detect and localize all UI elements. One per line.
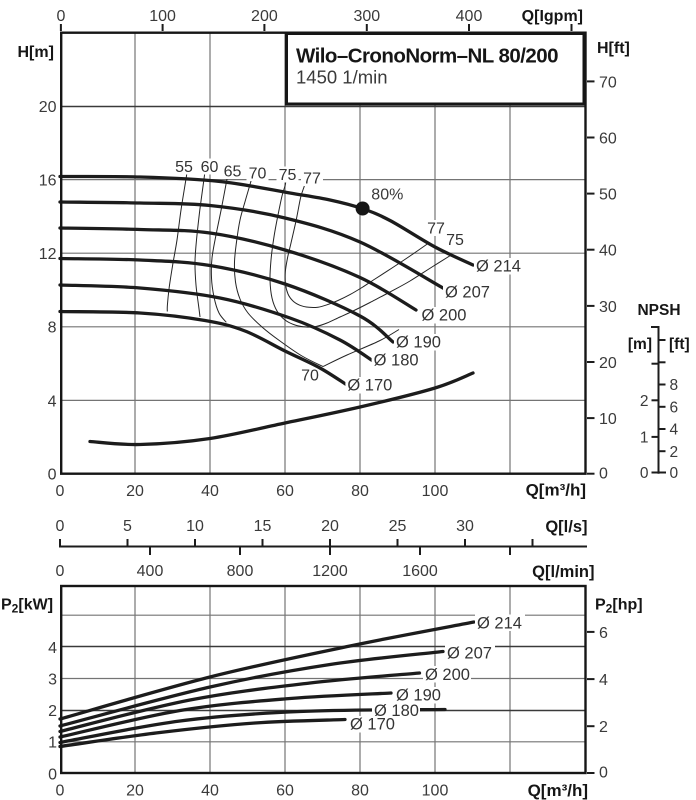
svg-text:60: 60 bbox=[201, 159, 219, 176]
svg-text:Ø 180: Ø 180 bbox=[374, 352, 419, 370]
svg-text:Ø 190: Ø 190 bbox=[396, 334, 441, 352]
svg-text:77: 77 bbox=[303, 171, 321, 188]
svg-text:0: 0 bbox=[56, 518, 65, 535]
svg-text:1450 1/min: 1450 1/min bbox=[296, 67, 388, 88]
svg-text:H[m]: H[m] bbox=[18, 44, 54, 61]
svg-text:Ø 200: Ø 200 bbox=[425, 666, 470, 684]
svg-text:1: 1 bbox=[48, 735, 57, 752]
svg-text:800: 800 bbox=[227, 563, 254, 580]
svg-text:65: 65 bbox=[224, 164, 242, 181]
svg-text:70: 70 bbox=[249, 166, 267, 183]
svg-text:80: 80 bbox=[351, 783, 369, 800]
svg-text:10: 10 bbox=[599, 411, 617, 428]
svg-text:60: 60 bbox=[599, 130, 617, 147]
svg-text:100: 100 bbox=[422, 783, 449, 800]
svg-text:77: 77 bbox=[427, 221, 445, 238]
svg-text:20: 20 bbox=[126, 483, 144, 500]
svg-text:2: 2 bbox=[670, 444, 679, 461]
svg-text:4: 4 bbox=[599, 672, 608, 689]
svg-text:40: 40 bbox=[201, 783, 219, 800]
svg-text:6: 6 bbox=[670, 400, 679, 417]
svg-text:0: 0 bbox=[599, 465, 608, 482]
svg-text:20: 20 bbox=[126, 783, 144, 800]
svg-text:6: 6 bbox=[599, 625, 608, 642]
svg-text:Ø 207: Ø 207 bbox=[445, 284, 490, 302]
svg-text:[ft]: [ft] bbox=[669, 336, 690, 353]
svg-text:8: 8 bbox=[670, 377, 679, 394]
svg-text:75: 75 bbox=[279, 167, 297, 184]
svg-text:Q[Igpm]: Q[Igpm] bbox=[522, 8, 583, 25]
svg-text:5: 5 bbox=[123, 518, 132, 535]
svg-text:50: 50 bbox=[599, 187, 617, 204]
svg-text:15: 15 bbox=[254, 518, 272, 535]
svg-text:1: 1 bbox=[640, 430, 649, 447]
svg-text:20: 20 bbox=[39, 99, 57, 116]
svg-text:400: 400 bbox=[456, 8, 483, 25]
svg-text:40: 40 bbox=[201, 483, 219, 500]
svg-text:2: 2 bbox=[640, 393, 649, 410]
svg-text:Q[l/min]: Q[l/min] bbox=[532, 563, 594, 581]
svg-text:2: 2 bbox=[599, 719, 608, 736]
svg-text:Ø 207: Ø 207 bbox=[447, 645, 492, 663]
svg-text:100: 100 bbox=[149, 8, 176, 25]
svg-text:Wilo–CronoNorm–NL 80/200: Wilo–CronoNorm–NL 80/200 bbox=[296, 45, 558, 68]
svg-text:80: 80 bbox=[351, 483, 369, 500]
svg-text:55: 55 bbox=[175, 159, 193, 176]
svg-text:4: 4 bbox=[48, 640, 57, 657]
svg-text:8: 8 bbox=[48, 320, 57, 337]
svg-text:Q[l/s]: Q[l/s] bbox=[545, 518, 587, 536]
svg-text:P2[hp]: P2[hp] bbox=[595, 597, 643, 616]
svg-text:60: 60 bbox=[276, 483, 294, 500]
svg-text:0: 0 bbox=[599, 765, 608, 782]
svg-text:12: 12 bbox=[39, 246, 57, 263]
svg-text:H[ft]: H[ft] bbox=[597, 40, 630, 57]
svg-text:0: 0 bbox=[56, 8, 65, 25]
svg-text:70: 70 bbox=[301, 368, 319, 385]
svg-text:NPSH: NPSH bbox=[637, 302, 680, 319]
svg-text:Q[m³/h]: Q[m³/h] bbox=[526, 481, 586, 500]
svg-text:75: 75 bbox=[446, 232, 464, 249]
svg-text:16: 16 bbox=[39, 173, 57, 190]
svg-text:300: 300 bbox=[353, 8, 380, 25]
svg-text:4: 4 bbox=[670, 422, 679, 439]
svg-text:Q[m³/h]: Q[m³/h] bbox=[528, 781, 588, 800]
svg-text:Ø 214: Ø 214 bbox=[476, 258, 521, 276]
svg-text:0: 0 bbox=[670, 465, 679, 482]
svg-text:0: 0 bbox=[48, 466, 57, 483]
svg-text:0: 0 bbox=[56, 563, 65, 580]
svg-text:100: 100 bbox=[422, 483, 449, 500]
svg-text:200: 200 bbox=[251, 8, 278, 25]
svg-text:30: 30 bbox=[599, 299, 617, 316]
svg-text:70: 70 bbox=[599, 74, 617, 91]
svg-text:Ø 170: Ø 170 bbox=[350, 716, 395, 734]
svg-text:0: 0 bbox=[56, 483, 65, 500]
svg-text:60: 60 bbox=[276, 783, 294, 800]
svg-text:Ø 190: Ø 190 bbox=[396, 687, 441, 705]
svg-text:Ø 170: Ø 170 bbox=[347, 377, 392, 395]
svg-text:P2[kW]: P2[kW] bbox=[1, 597, 53, 616]
svg-text:4: 4 bbox=[48, 393, 57, 410]
svg-text:2: 2 bbox=[48, 703, 57, 720]
svg-text:20: 20 bbox=[599, 355, 617, 372]
svg-text:400: 400 bbox=[137, 563, 164, 580]
svg-text:30: 30 bbox=[456, 518, 474, 535]
svg-text:0: 0 bbox=[48, 766, 57, 783]
svg-text:0: 0 bbox=[56, 783, 65, 800]
svg-text:Ø 214: Ø 214 bbox=[477, 615, 522, 633]
svg-text:20: 20 bbox=[321, 518, 339, 535]
svg-text:80%: 80% bbox=[371, 186, 403, 203]
svg-text:[m]: [m] bbox=[628, 336, 652, 353]
svg-text:40: 40 bbox=[599, 243, 617, 260]
svg-text:25: 25 bbox=[389, 518, 407, 535]
svg-text:1200: 1200 bbox=[312, 563, 348, 580]
svg-text:Ø 180: Ø 180 bbox=[374, 702, 419, 720]
svg-text:10: 10 bbox=[186, 518, 204, 535]
svg-text:Ø 200: Ø 200 bbox=[422, 307, 467, 325]
svg-text:3: 3 bbox=[48, 671, 57, 688]
svg-text:0: 0 bbox=[640, 465, 649, 482]
svg-text:1600: 1600 bbox=[402, 563, 438, 580]
